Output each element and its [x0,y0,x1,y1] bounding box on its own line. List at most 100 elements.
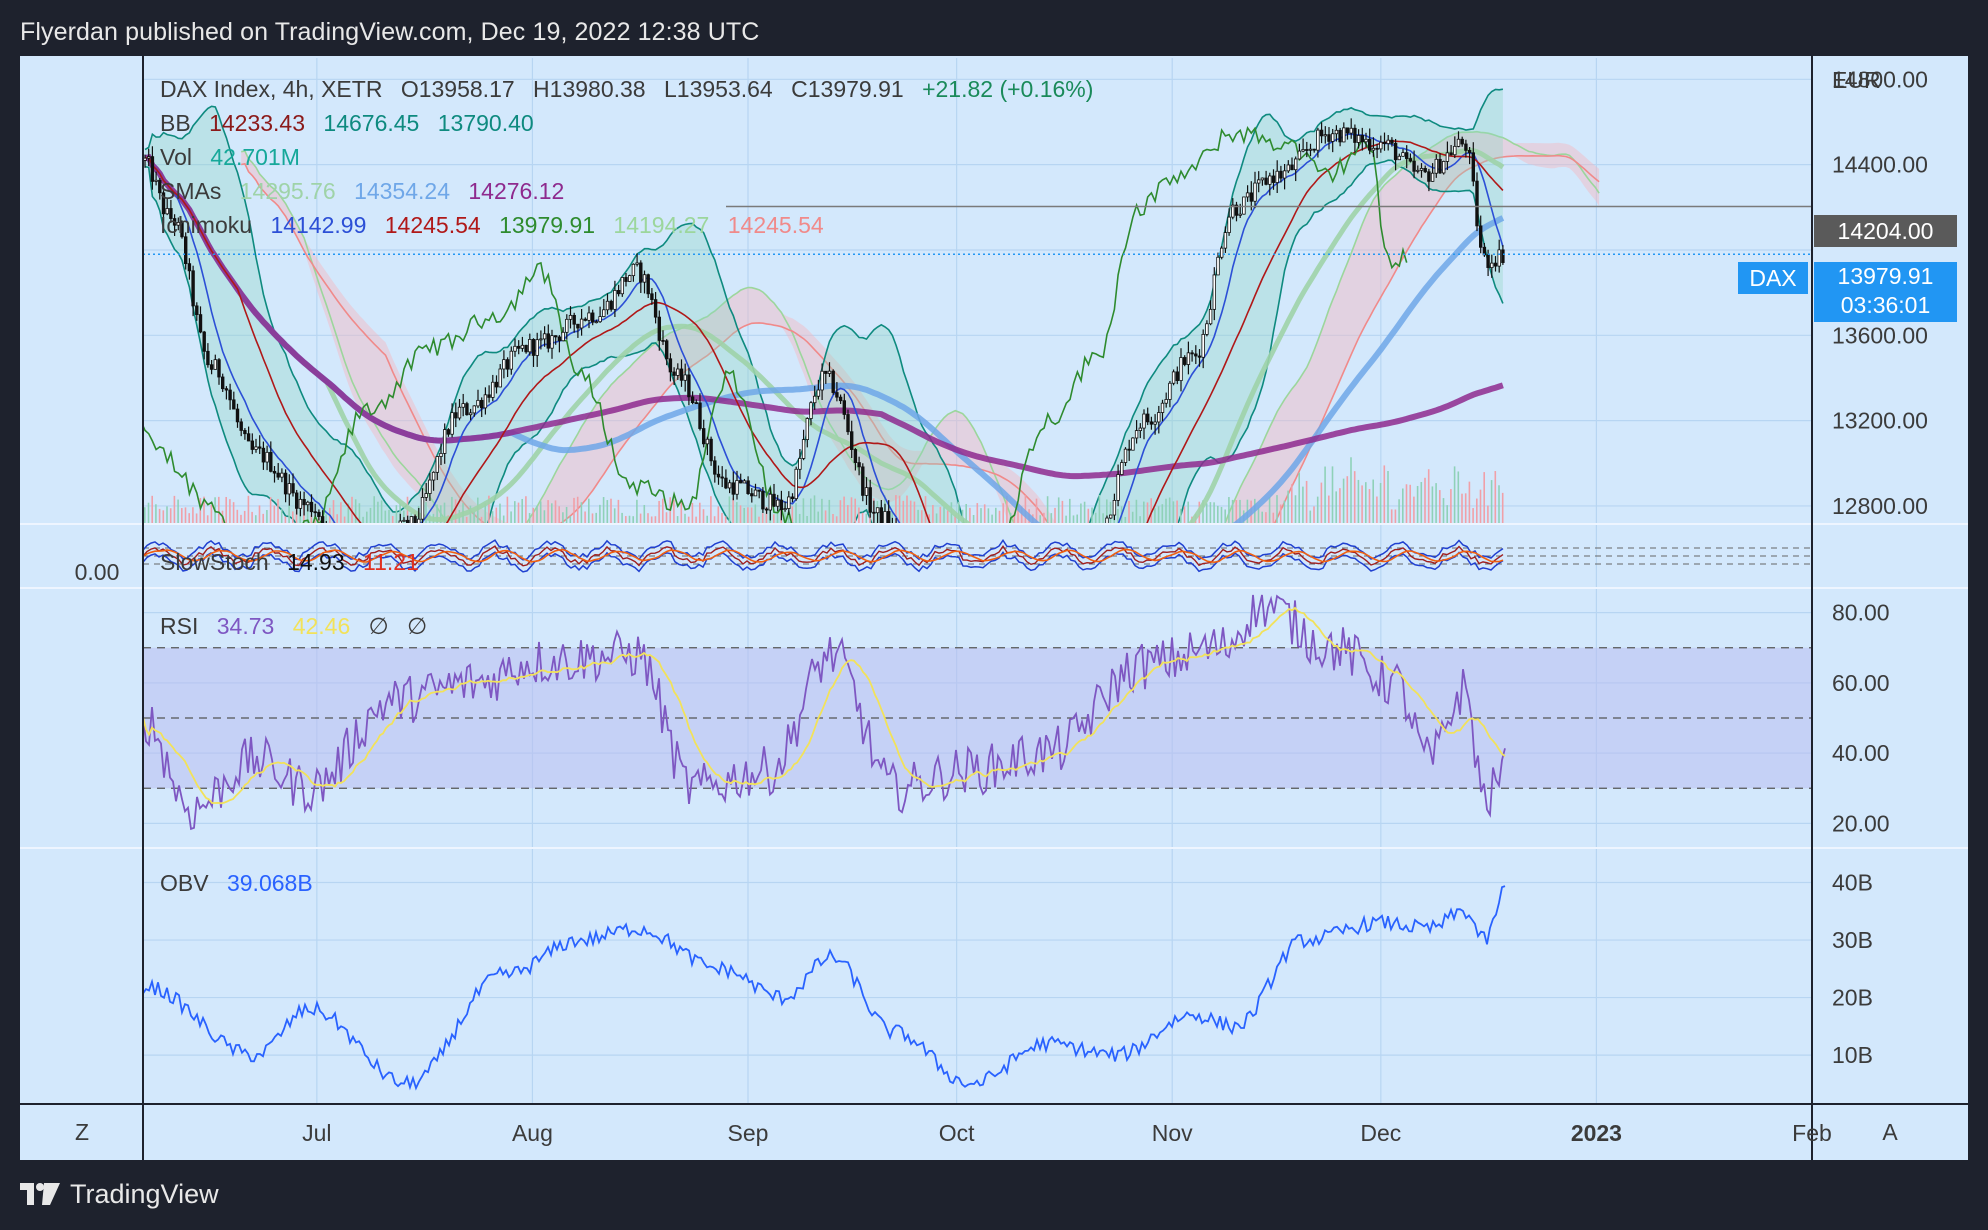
candle [254,438,258,453]
candle [628,274,632,283]
candle-body [280,472,284,478]
rsi-pane[interactable] [143,594,1811,831]
candle-body [1393,142,1398,161]
candle [805,417,809,448]
candle [735,470,739,500]
candle-body [1449,152,1453,156]
volume-bar [1076,514,1078,523]
candle-body [1149,421,1154,425]
candle [513,338,517,357]
candle [531,338,536,367]
volume-bar [606,500,609,523]
candle [1260,177,1265,186]
slowstoch-pane[interactable] [142,538,1811,573]
candle [683,363,687,392]
candle-body [1242,196,1246,215]
candle-body [857,462,861,468]
candle-body [672,371,676,376]
volume-bar [1287,490,1289,523]
candle-body [1349,127,1353,134]
candle-body [513,345,517,352]
ichimoku-legend: Ichimoku 14142.99 14245.54 13979.91 1419… [160,212,836,239]
volume-bar [1106,499,1108,523]
volume-bar [539,501,542,523]
candle [1312,148,1316,153]
volume-bar [684,513,686,523]
candle-body [206,350,210,366]
volume-bar [773,514,775,523]
candle [1460,136,1464,147]
zoom-button-z[interactable]: Z [75,1119,89,1145]
candle [764,507,769,514]
candle [439,443,443,466]
candle [1331,128,1335,153]
candle [620,277,624,297]
volume-bar [980,508,982,523]
obv-pane[interactable] [143,885,1506,1091]
volume-bar [639,513,642,523]
candle-body [628,275,632,282]
volume-bar [902,500,905,523]
volume-bar [181,508,183,523]
volume-bar [758,516,760,523]
candle-body [1356,135,1361,143]
candle [479,397,484,418]
candle [1371,137,1376,157]
candle-body [158,179,162,194]
volume-bar [1146,502,1149,523]
candle [1149,416,1154,430]
candle [1379,135,1383,153]
candle [243,428,247,440]
candle [235,403,240,428]
candle [172,214,177,237]
ref-price-tag: 14204.00 [1814,215,1957,247]
volume-bar [958,501,960,523]
candle [1186,341,1191,375]
candle [1120,459,1124,476]
candle-body [1190,352,1194,355]
volume-bar [1102,513,1104,523]
symbol-tag: DAX [1738,262,1808,294]
volume-bar [1261,511,1263,523]
candle-body [1212,274,1216,310]
auto-scale-button-a[interactable]: A [1882,1119,1898,1145]
candle [857,456,861,476]
candle-body [554,335,558,338]
candle-body [239,421,243,431]
candle [702,419,706,448]
candle [291,473,295,497]
price-tick-label: 14800.00 [1832,66,1928,92]
candle [520,336,525,352]
tradingview-brand[interactable]: TradingView [70,1178,219,1209]
rsi-legend: RSI 34.73 42.46 ∅ ∅ [160,613,439,640]
candle [868,479,872,518]
candle [1345,127,1350,140]
candle-body [476,399,480,407]
volume-bar [1372,479,1374,523]
candle-body [613,290,617,310]
volume-bar [1143,501,1145,523]
candle [1116,464,1120,507]
bollinger-fill [145,89,1503,523]
candle-body [798,458,802,470]
volume-bar [218,496,220,523]
volume-bar [913,501,916,523]
volume-bar [1072,515,1075,523]
candle [646,273,650,298]
volume-bar [1272,512,1275,523]
candle-body [772,493,776,507]
vol-value: 42.701M [210,144,300,170]
candle-body [609,300,613,310]
price-pane[interactable] [49,88,1811,729]
rsi-ma-line [143,606,1506,805]
volume-bar [1098,495,1101,523]
ichimoku-cloud [241,131,1600,523]
candle-body [1168,382,1172,400]
volume-bar [144,507,146,523]
candle-body [1427,171,1431,182]
candle [709,436,713,466]
volume-bar [562,512,564,523]
volume-bar [565,506,568,523]
volume-bar [1487,505,1489,523]
